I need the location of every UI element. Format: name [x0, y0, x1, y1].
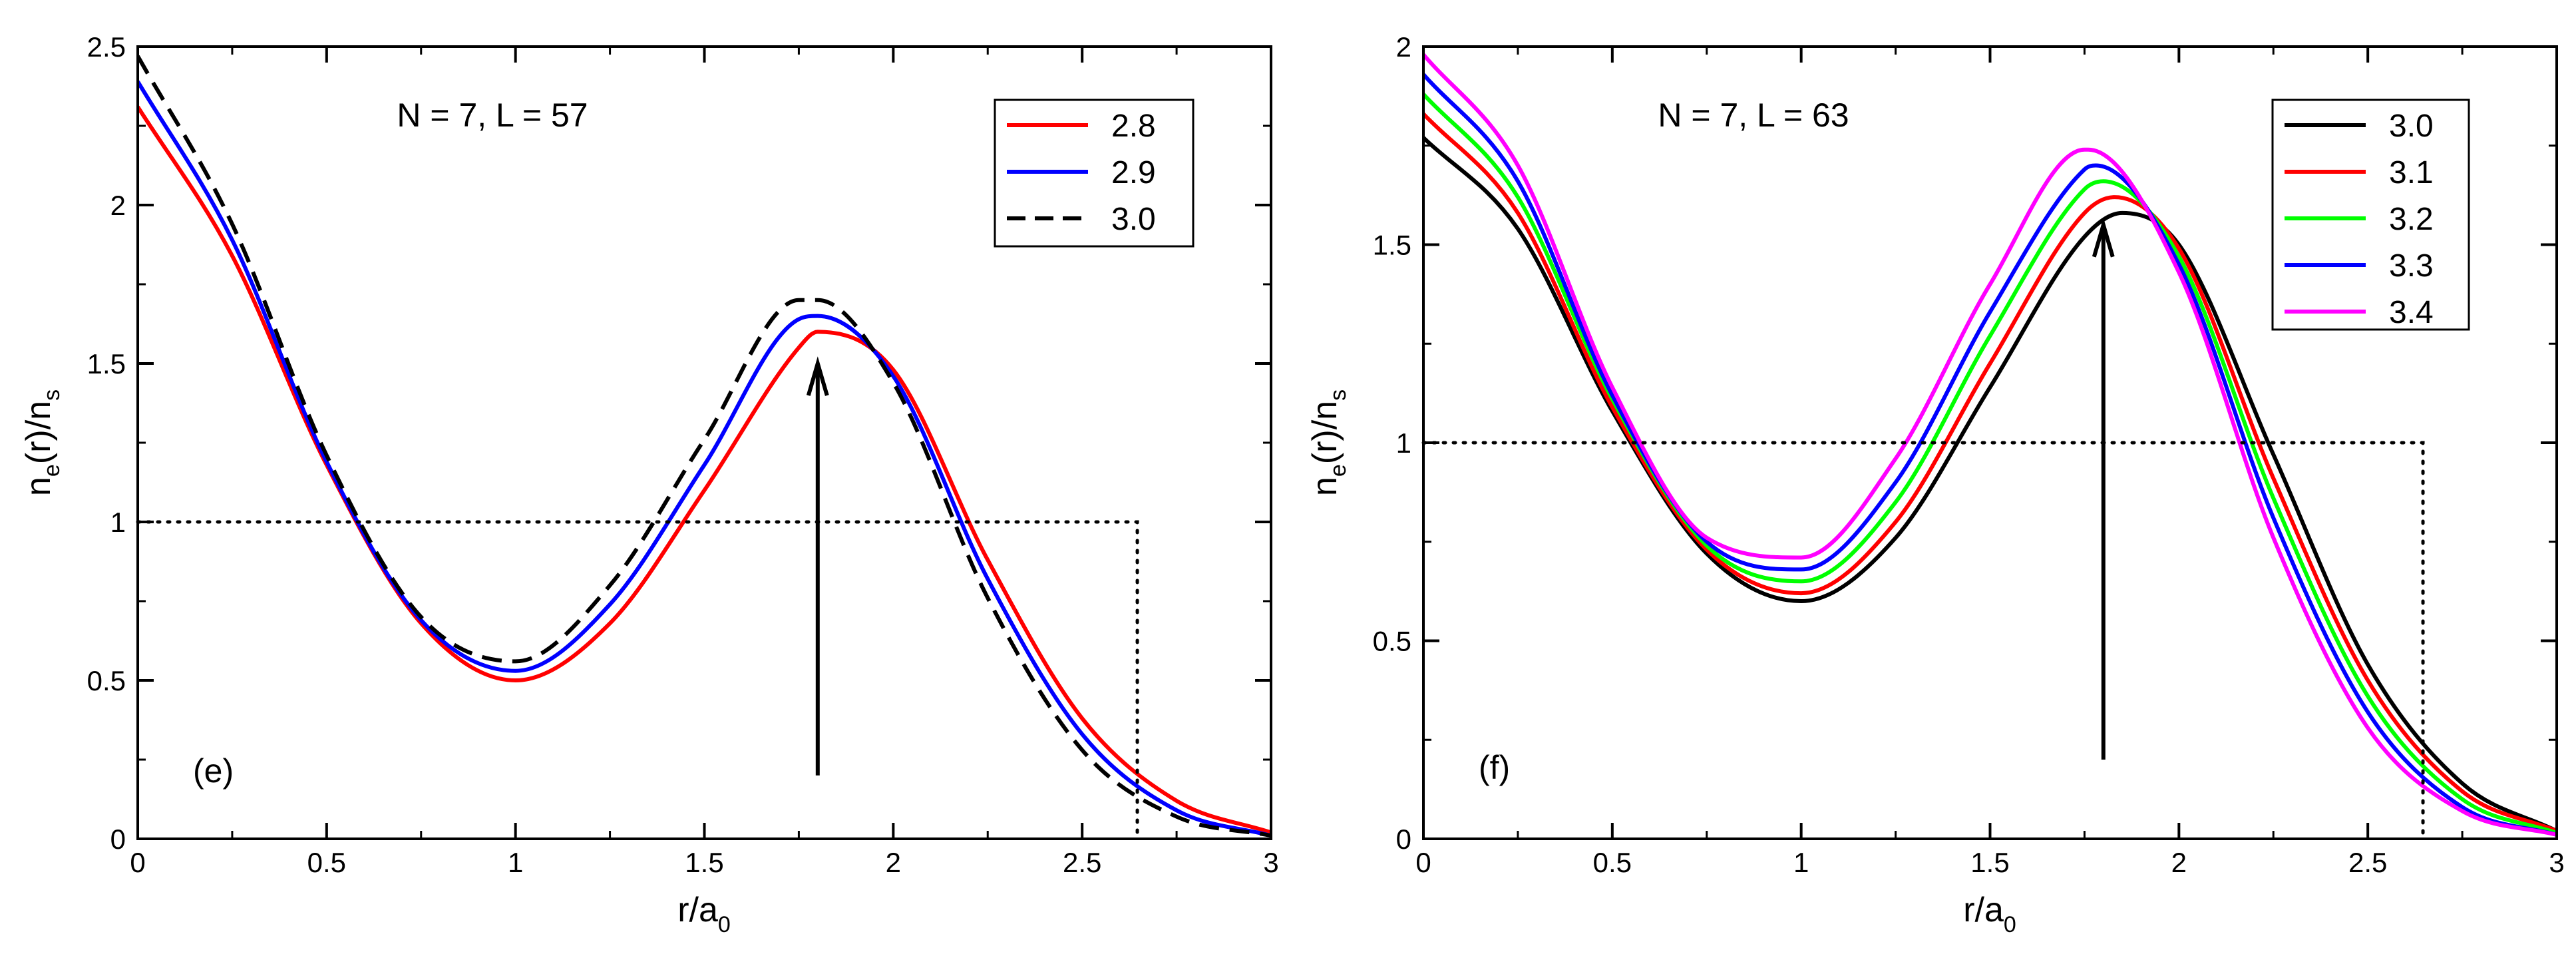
legend-label-f-1: 3.1: [2389, 155, 2434, 190]
x-axis-title-main-f: r/a: [1963, 891, 2004, 929]
x-tick-label: 3: [1263, 847, 1278, 878]
ticks-e: 0 0.5 1 1.5 2 2.5 3 0 0.5 1 1.5 2 2.5: [87, 31, 1279, 878]
panel-title-e: N = 7, L = 57: [397, 97, 588, 134]
y-tick-label: 1: [1396, 427, 1411, 459]
y-axis-title-p1-f: n: [1306, 477, 1344, 496]
series-line-e-2: [138, 55, 1271, 838]
x-tick-label: 0: [1415, 847, 1431, 878]
arrow-e: [806, 356, 829, 776]
x-tick-label: 2.5: [2348, 847, 2387, 878]
y-axis-title-s2-e: s: [39, 389, 65, 401]
x-axis-title-main-e: r/a: [677, 891, 718, 929]
y-axis-title-p1-e: n: [19, 477, 58, 496]
legend-label-f-3: 3.3: [2389, 248, 2434, 284]
ticks-f: 0 0.5 1 1.5 2 2.5 3 0 0.5 1 1.5 2: [1373, 31, 2565, 878]
y-tick-label: 1.5: [1373, 230, 1411, 261]
legend-label-f-0: 3.0: [2389, 109, 2434, 144]
y-tick-label: 2.5: [87, 31, 126, 63]
arrow-head-f: [2092, 218, 2115, 258]
x-axis-title-f: r/a0: [1963, 891, 2016, 937]
arrow-head-e: [806, 356, 829, 396]
legend-f: 3.0 3.1 3.2 3.3 3.4: [2271, 99, 2470, 331]
series-layer-e: [138, 55, 1271, 838]
legend-box-f: [2271, 99, 2470, 331]
x-tick-label: 1: [1793, 847, 1809, 878]
panel-e: 0 0.5 1 1.5 2 2.5 300.511.522.5 N = 7, L = 57 …: [19, 31, 1279, 937]
panel-label-f: (f): [1479, 749, 1510, 786]
reference-line-e: [136, 520, 1139, 841]
x-axis-title-sub-f: 0: [2004, 912, 2016, 937]
legend-label-f-4: 3.4: [2389, 295, 2434, 330]
y-axis-title-e: ne(r)/ns: [19, 389, 65, 496]
y-axis-title-p2-e: (r)/n: [19, 401, 58, 464]
legend-e: 2.8 2.9 3.0: [994, 99, 1195, 248]
series-line-f-1: [1423, 113, 2557, 833]
x-axis-title-e: r/a0: [677, 891, 731, 937]
y-tick-label: 0.5: [1373, 626, 1411, 657]
y-axis-title-f: ne(r)/ns: [1306, 389, 1351, 496]
x-tick-label: 0.5: [1593, 847, 1632, 878]
panel-f: 0 0.5 1 1.5 2 2.5 3 0 0.5 1 1.5 2 N = 7, L = 63 (f)…: [1306, 31, 2565, 937]
series-layer-f: [1423, 53, 2557, 837]
legend-label-e-0: 2.8: [1111, 109, 1156, 144]
x-tick-label: 2.5: [1063, 847, 1101, 878]
x-tick-label: 1.5: [685, 847, 723, 878]
x-tick-label: 3: [2549, 847, 2564, 878]
legend-label-e-2: 3.0: [1111, 202, 1156, 237]
y-axis-title-s1-e: e: [39, 464, 65, 477]
x-tick-label: 2: [886, 847, 901, 878]
x-tick-label: 1.5: [1970, 847, 2009, 878]
y-axis-title-s2-f: s: [1326, 389, 1351, 401]
y-tick-label: 1.5: [87, 348, 126, 379]
y-axis-title-p2-f: (r)/n: [1306, 401, 1344, 464]
x-tick-label: 0: [130, 847, 145, 878]
x-tick-label: 2: [2171, 847, 2187, 878]
arrow-f: [2092, 218, 2115, 760]
x-tick-label: 1: [508, 847, 523, 878]
legend-label-e-1: 2.9: [1111, 155, 1156, 190]
y-tick-label: 0.5: [87, 665, 126, 696]
y-tick-label: 1: [110, 507, 126, 538]
panel-label-e: (e): [193, 752, 234, 790]
y-tick-label: 2: [1396, 31, 1411, 63]
x-tick-label: 0.5: [307, 847, 346, 878]
reference-line-f: [1421, 441, 2425, 841]
y-tick-label: 2: [110, 190, 126, 221]
series-line-f-3: [1423, 73, 2557, 837]
series-line-e-1: [138, 80, 1271, 838]
y-tick-label: 0: [110, 824, 126, 855]
y-axis-title-s1-f: e: [1326, 464, 1351, 477]
x-axis-title-sub-e: 0: [718, 912, 731, 937]
panel-title-f: N = 7, L = 63: [1658, 97, 1849, 134]
series-line-f-4: [1423, 53, 2557, 837]
legend-label-f-2: 3.2: [2389, 202, 2434, 237]
y-tick-label: 0: [1396, 824, 1411, 855]
